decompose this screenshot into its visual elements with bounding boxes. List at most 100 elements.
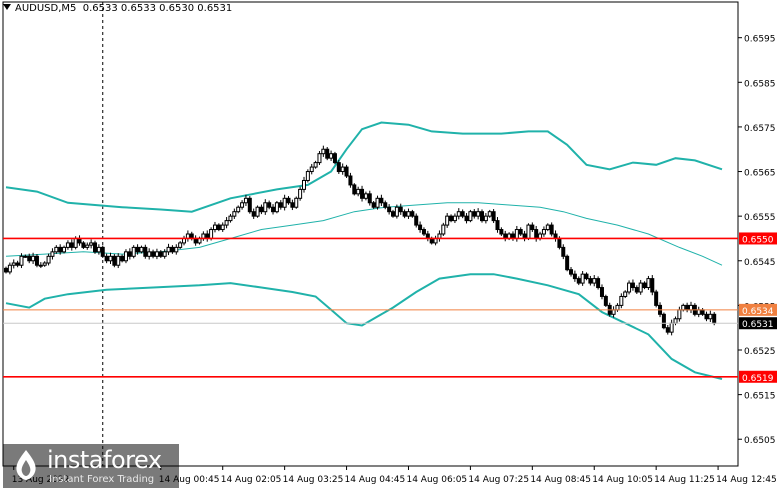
candle-body[interactable]: [460, 211, 465, 217]
candle-body[interactable]: [15, 262, 20, 266]
plot-area[interactable]: [2, 1, 739, 467]
candle-body[interactable]: [599, 287, 604, 297]
candle-body[interactable]: [526, 224, 531, 239]
candle-body[interactable]: [305, 171, 310, 181]
candle-body[interactable]: [634, 287, 639, 293]
candle-body[interactable]: [65, 242, 70, 248]
candle-body[interactable]: [325, 148, 330, 159]
chart-menu-icon[interactable]: [3, 4, 11, 10]
candle-body[interactable]: [530, 224, 535, 231]
candle-body[interactable]: [572, 273, 577, 280]
candle-body[interactable]: [34, 255, 39, 266]
candle-body[interactable]: [410, 211, 415, 217]
candle-body[interactable]: [85, 244, 90, 248]
candle-body[interactable]: [50, 251, 55, 257]
candle-body[interactable]: [317, 153, 322, 164]
candle-body[interactable]: [4, 267, 8, 273]
candle-body[interactable]: [278, 202, 283, 208]
candle-body[interactable]: [445, 215, 450, 226]
candle-body[interactable]: [491, 211, 496, 222]
candle-body[interactable]: [62, 246, 67, 253]
candle-body[interactable]: [104, 255, 109, 262]
candle-body[interactable]: [38, 264, 43, 267]
candle-body[interactable]: [301, 179, 306, 190]
candle-body[interactable]: [565, 255, 570, 271]
candle-body[interactable]: [661, 313, 666, 329]
candle-body[interactable]: [681, 304, 686, 311]
candle-body[interactable]: [344, 166, 349, 177]
candle-body[interactable]: [534, 229, 539, 239]
candle-body[interactable]: [309, 166, 314, 173]
candle-body[interactable]: [166, 246, 171, 253]
candle-body[interactable]: [96, 246, 101, 253]
candle-body[interactable]: [696, 309, 701, 315]
candle-body[interactable]: [11, 262, 16, 266]
candle-body[interactable]: [379, 197, 384, 204]
candle-body[interactable]: [391, 211, 395, 217]
candle-body[interactable]: [642, 282, 647, 289]
candle-body[interactable]: [108, 255, 113, 262]
candle-body[interactable]: [162, 251, 167, 257]
candle-body[interactable]: [89, 242, 94, 246]
candle-body[interactable]: [154, 251, 159, 257]
candle-body[interactable]: [282, 197, 287, 208]
candle-body[interactable]: [81, 242, 86, 248]
candle-body[interactable]: [243, 197, 248, 204]
candle-body[interactable]: [240, 202, 245, 208]
candle-body[interactable]: [383, 202, 388, 208]
candle-body[interactable]: [356, 188, 361, 195]
candle-body[interactable]: [669, 322, 674, 333]
candle-body[interactable]: [216, 224, 221, 231]
candle-body[interactable]: [704, 313, 709, 320]
candle-body[interactable]: [472, 211, 477, 217]
candle-body[interactable]: [421, 229, 426, 235]
candle-body[interactable]: [23, 255, 28, 258]
candle-body[interactable]: [441, 224, 446, 235]
candle-body[interactable]: [685, 304, 690, 311]
candle-body[interactable]: [259, 206, 264, 213]
candle-body[interactable]: [321, 148, 326, 155]
candle-body[interactable]: [123, 251, 128, 262]
candle-body[interactable]: [178, 242, 183, 248]
candle-body[interactable]: [619, 295, 624, 306]
candle-body[interactable]: [42, 262, 47, 266]
candle-body[interactable]: [487, 211, 492, 217]
candle-body[interactable]: [673, 318, 678, 324]
candle-body[interactable]: [549, 224, 554, 235]
candle-body[interactable]: [464, 215, 469, 222]
candle-body[interactable]: [332, 153, 337, 164]
candle-body[interactable]: [170, 246, 175, 253]
candle-body[interactable]: [251, 211, 256, 217]
candle-body[interactable]: [592, 278, 597, 284]
candle-body[interactable]: [31, 255, 36, 262]
candle-body[interactable]: [371, 202, 376, 208]
candle-body[interactable]: [147, 251, 152, 257]
candle-body[interactable]: [294, 197, 299, 208]
candle-body[interactable]: [367, 193, 372, 204]
candle-body[interactable]: [286, 197, 291, 204]
candle-body[interactable]: [363, 193, 368, 199]
candle-body[interactable]: [387, 206, 392, 213]
candle-body[interactable]: [480, 211, 485, 222]
candle-body[interactable]: [414, 215, 419, 226]
candle-body[interactable]: [483, 215, 488, 222]
candle-body[interactable]: [360, 188, 365, 199]
candle-body[interactable]: [143, 246, 148, 257]
candle-body[interactable]: [561, 246, 566, 257]
candle-body[interactable]: [220, 224, 225, 231]
candle-body[interactable]: [69, 242, 74, 248]
candle-body[interactable]: [580, 273, 585, 284]
candle-body[interactable]: [209, 229, 214, 239]
candle-body[interactable]: [677, 309, 682, 320]
candle-body[interactable]: [406, 211, 411, 217]
candle-body[interactable]: [708, 313, 713, 320]
candle-body[interactable]: [255, 206, 260, 217]
candle-body[interactable]: [290, 202, 295, 208]
candle-body[interactable]: [495, 220, 500, 231]
candle-body[interactable]: [394, 206, 399, 217]
candle-body[interactable]: [120, 255, 125, 262]
candle-body[interactable]: [27, 255, 32, 262]
candle-body[interactable]: [514, 229, 519, 239]
candle-body[interactable]: [348, 175, 353, 186]
candle-body[interactable]: [518, 229, 523, 235]
